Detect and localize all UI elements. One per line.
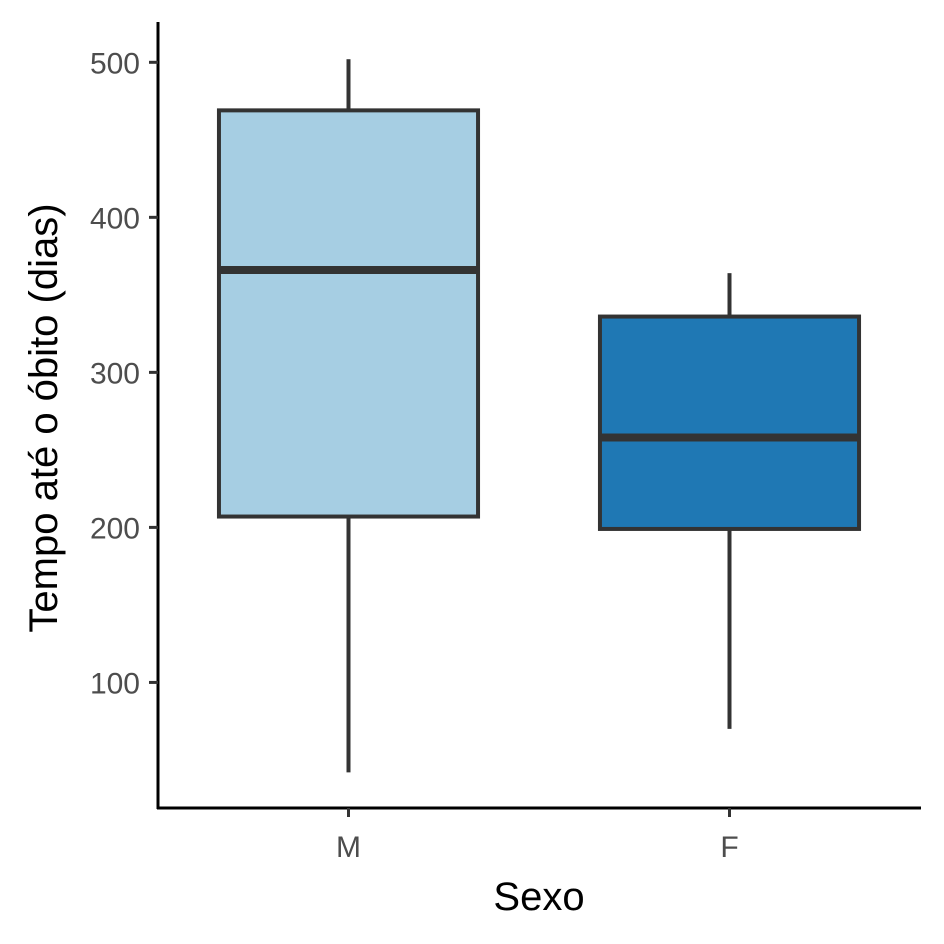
- box-m: [216, 59, 481, 773]
- y-tick-label: 300: [90, 357, 140, 390]
- box-rect: [216, 108, 481, 519]
- y-tick-label: 100: [90, 667, 140, 700]
- y-tick-label: 400: [90, 202, 140, 235]
- y-ticks: 100 200 300 400 500: [90, 47, 158, 700]
- boxes-layer: [216, 59, 862, 773]
- y-tick-label: 200: [90, 512, 140, 545]
- box-rect: [597, 314, 862, 531]
- y-axis-title: Tempo até o óbito (dias): [22, 203, 66, 632]
- box-f: [597, 273, 862, 729]
- x-axis-title: Sexo: [493, 875, 584, 919]
- x-tick-label: F: [720, 831, 738, 864]
- y-tick-label: 500: [90, 47, 140, 80]
- x-tick-label: M: [336, 831, 361, 864]
